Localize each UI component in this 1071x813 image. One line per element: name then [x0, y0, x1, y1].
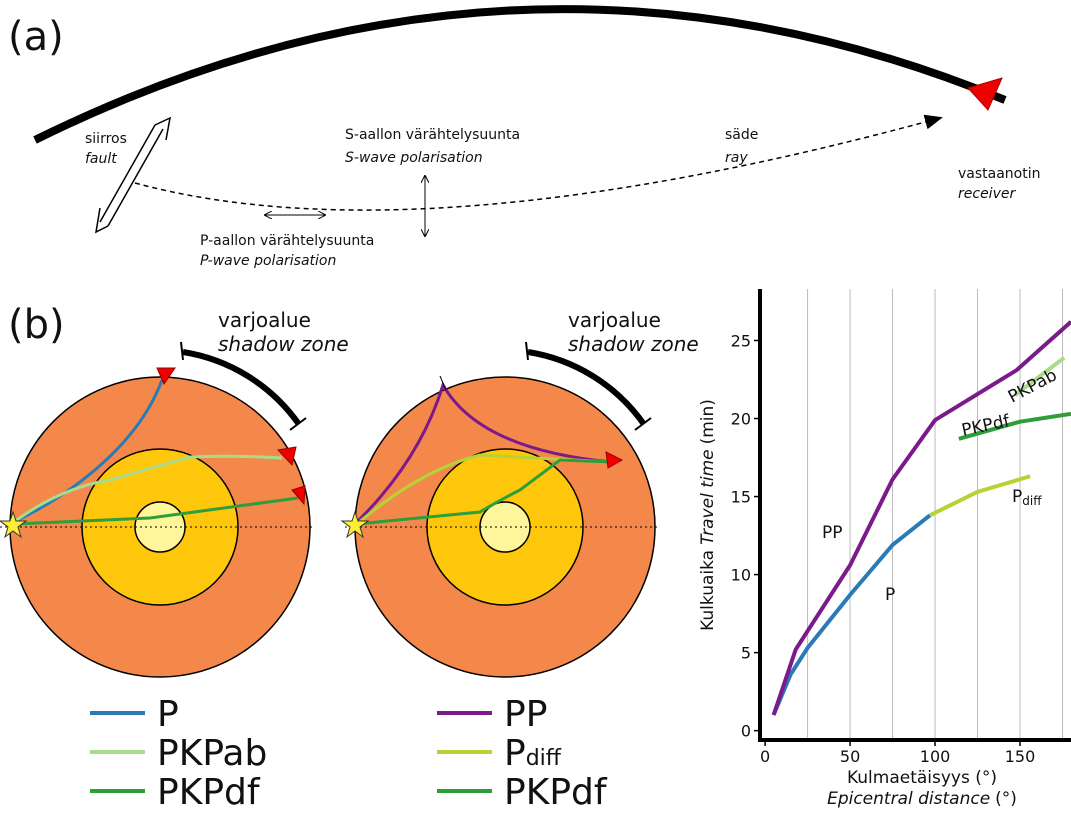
series-label: PP — [822, 523, 843, 543]
series-label: P — [885, 585, 895, 605]
label: shadow zone — [218, 332, 349, 356]
y-tick-label: 0 — [741, 722, 751, 741]
label: S-aallon värähtelysuunta — [345, 127, 520, 143]
label: siirros — [85, 131, 127, 147]
legend-label: PKPdf — [157, 772, 261, 809]
x-axis-label: Kulmaetäisyys (°) — [847, 768, 997, 788]
x-axis-label: Epicentral distance(°) — [827, 789, 1017, 809]
series-label: P — [1012, 487, 1022, 507]
legend-label: PP — [504, 694, 547, 735]
legend-label: P — [157, 694, 179, 735]
series-label: diff — [1022, 494, 1042, 508]
axis — [760, 289, 1071, 740]
earth-surface — [35, 9, 1005, 140]
earth — [342, 342, 660, 677]
y-axis-label: (min) — [698, 399, 718, 444]
label: shadow zone — [568, 332, 699, 356]
y-tick-label: 5 — [741, 644, 751, 663]
label: säde — [725, 127, 758, 143]
legend-label: Pdiff — [504, 733, 562, 774]
y-tick-label: 10 — [731, 566, 751, 585]
y-tick-label: 20 — [731, 410, 751, 429]
y-axis-label: Kulkuaika — [698, 550, 718, 631]
label: varjoalue — [218, 308, 311, 332]
x-tick-label: 50 — [840, 747, 860, 766]
x-tick-label: 0 — [760, 747, 770, 766]
legend-label: PKPdf — [157, 772, 261, 809]
label: ray — [725, 150, 748, 166]
ray-path — [135, 118, 940, 210]
label: receiver — [958, 186, 1016, 202]
figure: (a) siirros fault S-aallon värähtelysuun… — [0, 0, 1071, 809]
x-tick-label: 150 — [1005, 747, 1036, 766]
label: varjoalue — [568, 308, 661, 332]
y-axis-label: Travel time — [698, 449, 718, 545]
legend-label: PP — [504, 694, 547, 735]
x-axis-label: Epicentral distance — [827, 789, 990, 809]
y-tick-label: 25 — [731, 331, 751, 350]
legend-label: P — [504, 733, 526, 774]
legend-label: PKPab — [157, 733, 267, 774]
label: vastaanotin — [958, 166, 1041, 182]
series-label: PP — [822, 523, 843, 543]
label: S-wave polarisation — [345, 150, 483, 166]
label: P-wave polarisation — [200, 253, 336, 269]
series-label: PKPdf — [960, 411, 1013, 441]
earth-models — [0, 342, 660, 677]
x-tick-label: 100 — [920, 747, 951, 766]
series-label: Pdiff — [1012, 487, 1042, 508]
label: P-aallon värähtelysuunta — [200, 233, 374, 249]
panel-label: (b) — [8, 302, 65, 348]
panel-label: (a) — [8, 14, 64, 60]
label: fault — [85, 151, 117, 167]
earth — [0, 342, 315, 677]
series-label: PKPdf — [960, 411, 1013, 441]
legend-label: diff — [526, 746, 562, 771]
y-axis-label: Kulkuaika Travel time (min) — [698, 399, 718, 631]
legend-label: PKPdf — [504, 772, 608, 809]
series-line — [774, 515, 930, 715]
x-axis-label: (°) — [995, 789, 1017, 809]
legend-label: PKPab — [157, 733, 267, 774]
legend-label: P — [157, 694, 179, 735]
y-tick-label: 15 — [731, 488, 751, 507]
series-label: P — [885, 585, 895, 605]
legend-label: PKPdf — [504, 772, 608, 809]
